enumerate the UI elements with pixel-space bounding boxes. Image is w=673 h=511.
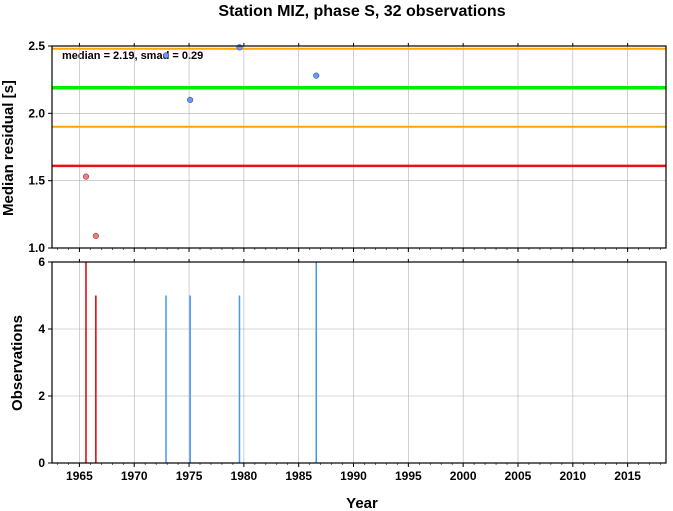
data-point [313,72,320,79]
x-tick-label: 1980 [231,469,258,483]
data-point [236,44,243,51]
x-tick-label: 1975 [176,469,203,483]
stats-annotation: median = 2.19, smad = 0.29 [62,50,203,62]
x-tick-label: 2005 [505,469,532,483]
y-tick-label: 0 [38,456,45,470]
data-point [187,96,194,103]
plot-frame [51,261,667,464]
y-tick-label: 2.0 [28,106,45,120]
x-tick-label: 1985 [285,469,312,483]
x-tick-label: 2015 [614,469,641,483]
y-tick-label: 2.5 [28,39,45,53]
x-tick-label: 1990 [340,469,367,483]
y-tick-label: 1.0 [28,241,45,255]
x-tick-label: 2010 [559,469,586,483]
x-tick-label: 1995 [395,469,422,483]
data-point [162,52,170,59]
plot-frame [51,45,667,249]
y-tick-label: 4 [38,322,45,336]
y-tick-label: 2 [38,389,45,403]
x-tick-label: 2000 [450,469,477,483]
chart-title: Station MIZ, phase S, 32 observations [218,3,505,20]
data-point [82,173,90,180]
x-axis-label: Year [346,495,378,511]
x-tick-label: 1965 [66,469,93,483]
y-tick-label: 6 [38,255,45,269]
data-point [92,232,99,239]
y-axis-label-residual: Median residual [s] [0,80,17,216]
y-tick-label: 1.5 [28,174,45,188]
y-axis-label-observations: Observations [9,315,26,411]
x-tick-label: 1970 [121,469,148,483]
